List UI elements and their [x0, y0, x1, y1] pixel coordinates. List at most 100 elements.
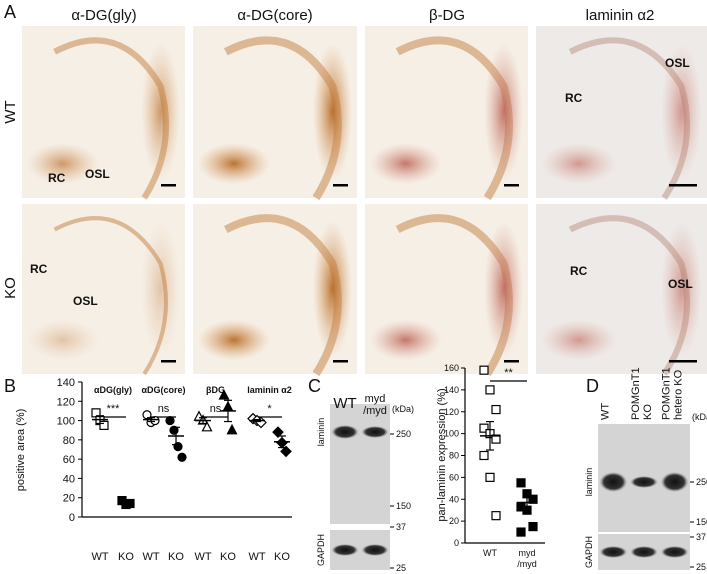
- stain: [660, 221, 702, 357]
- annotation: OSL: [85, 167, 110, 181]
- stain: [541, 142, 617, 185]
- band: [331, 425, 359, 439]
- data-point: [479, 450, 489, 461]
- band: [361, 426, 389, 438]
- marker-label: 25: [696, 562, 706, 572]
- band: [599, 472, 628, 492]
- data-point: [485, 385, 495, 395]
- y-tick-label: 140: [444, 385, 459, 395]
- y-tick-label: 0: [454, 538, 459, 548]
- marker-label: 250: [396, 429, 411, 439]
- data-point: [173, 442, 183, 452]
- stain: [483, 43, 524, 181]
- y-tick-label: 120: [444, 407, 459, 417]
- x-tick-label: KO: [118, 551, 134, 563]
- lane-label: WT: [333, 395, 356, 412]
- group-title: βDG: [206, 385, 225, 395]
- data-point: [226, 423, 238, 435]
- data-point: [201, 421, 213, 432]
- y-tick-label: 140: [57, 377, 75, 389]
- data-point: [165, 415, 175, 426]
- annotation: RC: [570, 264, 588, 278]
- y-tick-label: 100: [57, 416, 75, 428]
- significance: ns: [210, 403, 222, 415]
- lane-label: POMGnT1: [661, 367, 673, 420]
- micrograph: [536, 26, 707, 200]
- column-header: laminin α2: [586, 7, 655, 24]
- row-label: WT: [2, 100, 19, 123]
- data-point: [177, 452, 187, 462]
- x-tick-label: KO: [220, 551, 236, 563]
- significance: **: [504, 367, 513, 379]
- stain: [197, 319, 271, 361]
- micrograph: [22, 26, 185, 200]
- x-tick-label: WT: [483, 548, 497, 558]
- lane-label: WT: [599, 403, 611, 420]
- lane-label: POMGnT1: [630, 367, 642, 420]
- data-point: [516, 478, 526, 488]
- band: [660, 546, 689, 558]
- y-tick-label: 80: [449, 451, 459, 461]
- panel-label: A: [4, 2, 16, 22]
- blot-c: WT myd/myd (kDa) laminin GAPDH 250 150 37 25: [316, 393, 414, 573]
- data-point: [516, 527, 526, 537]
- protein-label: laminin: [316, 418, 326, 447]
- scale-bar: [333, 360, 348, 363]
- y-tick-label: 120: [57, 396, 75, 408]
- data-point: [142, 410, 152, 420]
- y-tick-label: 60: [63, 454, 75, 466]
- x-tick-label: WT: [248, 551, 265, 563]
- x-tick-label: /myd: [517, 559, 537, 569]
- group-title: αDG(core): [141, 385, 185, 395]
- marker-label: 25: [396, 563, 406, 573]
- marker-label: 250: [696, 477, 707, 487]
- lane-label: hetero KO: [673, 369, 685, 420]
- scale-bar: [333, 184, 348, 187]
- scale-bar: [669, 184, 697, 187]
- data-point: [485, 472, 495, 482]
- stain: [483, 221, 524, 357]
- band: [630, 546, 658, 558]
- data-point: [528, 521, 538, 532]
- band: [599, 546, 628, 558]
- micrograph: [536, 204, 707, 376]
- y-tick-label: 160: [444, 363, 459, 373]
- chart-c: 0 20 40 60 80 100 120 140 160 ** WT myd/myd: [444, 363, 545, 569]
- panel-label: B: [4, 376, 16, 396]
- annotation: OSL: [668, 277, 693, 291]
- stain: [541, 319, 617, 361]
- y-tick-label: 80: [63, 435, 75, 447]
- stain: [312, 221, 353, 357]
- y-axis-label: positive area (%): [15, 409, 27, 492]
- data-point: [479, 423, 489, 433]
- micrograph: [365, 26, 528, 201]
- marker-label: 150: [396, 501, 411, 511]
- band: [660, 472, 689, 492]
- panel-label: C: [308, 376, 321, 396]
- lane-label: myd: [365, 393, 386, 405]
- column-header: β-DG: [429, 7, 465, 24]
- data-point: [479, 365, 489, 375]
- band: [331, 544, 359, 556]
- stain: [312, 43, 353, 181]
- y-axis-label: pan-laminin expression (%): [436, 388, 448, 521]
- data-point: [491, 404, 501, 415]
- y-tick-label: 40: [449, 494, 459, 504]
- x-tick-label: WT: [91, 551, 108, 563]
- protein-label: laminin: [584, 468, 594, 497]
- marker-label: 150: [696, 517, 707, 527]
- row-label: KO: [2, 277, 19, 299]
- lane-label: /myd: [363, 405, 387, 417]
- x-tick-label: KO: [168, 551, 184, 563]
- scale-bar: [669, 360, 697, 363]
- x-tick-label: WT: [194, 551, 211, 563]
- column-header: α-DG(core): [237, 7, 312, 24]
- annotation: RC: [48, 171, 66, 185]
- significance: *: [267, 403, 272, 415]
- micrograph: [22, 204, 185, 376]
- annotation: RC: [565, 91, 583, 105]
- data-point: [218, 389, 230, 400]
- data-point: [99, 420, 109, 430]
- protein-label: GAPDH: [584, 536, 594, 568]
